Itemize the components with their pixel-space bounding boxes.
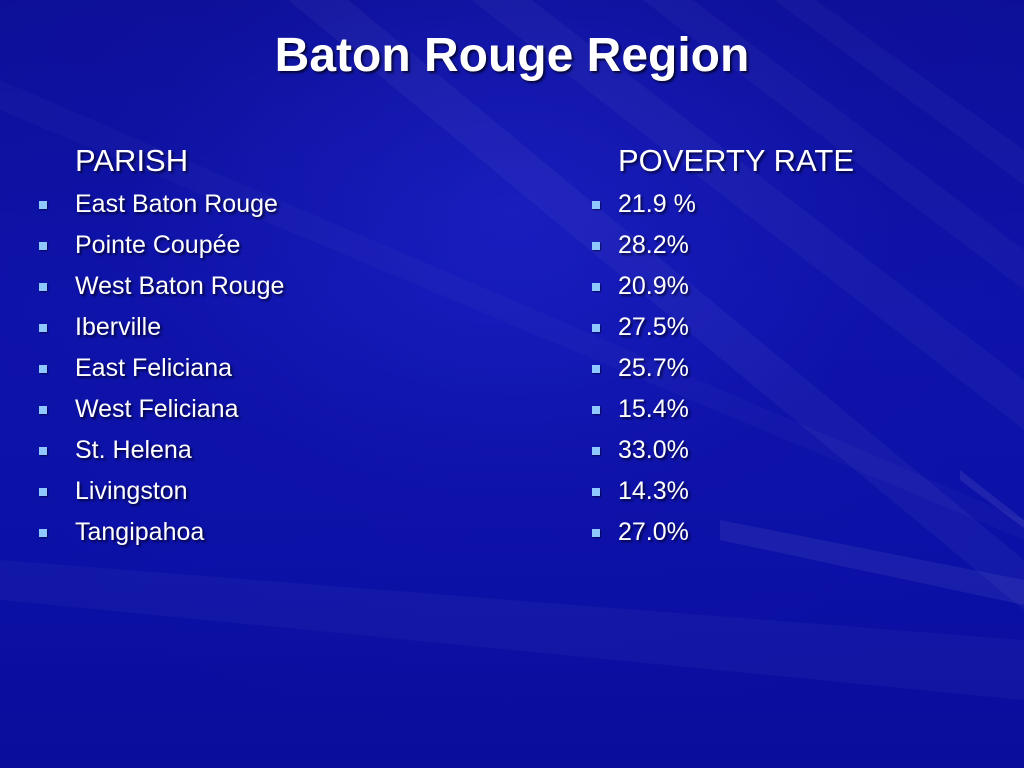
square-bullet-icon bbox=[592, 201, 600, 209]
parish-name: West Baton Rouge bbox=[75, 272, 285, 300]
square-bullet-icon bbox=[39, 242, 47, 250]
square-bullet-icon bbox=[592, 283, 600, 291]
poverty-rate: 14.3% bbox=[618, 477, 689, 505]
parish-item: East Baton Rouge bbox=[34, 184, 514, 225]
parish-name: Tangipahoa bbox=[75, 518, 205, 546]
poverty-header: POVERTY RATE bbox=[618, 143, 855, 178]
poverty-item: 20.9% bbox=[588, 266, 988, 307]
parish-item: West Feliciana bbox=[34, 389, 514, 430]
parish-item: Livingston bbox=[34, 471, 514, 512]
square-bullet-icon bbox=[592, 529, 600, 537]
square-bullet-icon bbox=[39, 324, 47, 332]
poverty-item: 28.2% bbox=[588, 225, 988, 266]
parish-name: St. Helena bbox=[75, 436, 192, 464]
square-bullet-icon bbox=[592, 365, 600, 373]
square-bullet-icon bbox=[592, 447, 600, 455]
parish-item: Pointe Coupée bbox=[34, 225, 514, 266]
poverty-item: 25.7% bbox=[588, 348, 988, 389]
poverty-item: 21.9 % bbox=[588, 184, 988, 225]
parish-name: Livingston bbox=[75, 477, 188, 505]
square-bullet-icon bbox=[592, 242, 600, 250]
parish-column: PARISH East Baton Rouge Pointe Coupée We… bbox=[34, 138, 514, 553]
parish-name: East Feliciana bbox=[75, 354, 233, 382]
square-bullet-icon bbox=[39, 447, 47, 455]
poverty-rate: 20.9% bbox=[618, 272, 689, 300]
square-bullet-icon bbox=[592, 406, 600, 414]
poverty-rate: 27.0% bbox=[618, 518, 689, 546]
poverty-item: 15.4% bbox=[588, 389, 988, 430]
parish-header: PARISH bbox=[75, 143, 189, 178]
parish-item: Tangipahoa bbox=[34, 512, 514, 553]
poverty-rate: 27.5% bbox=[618, 313, 689, 341]
poverty-rate: 21.9 % bbox=[618, 190, 696, 218]
poverty-rate: 25.7% bbox=[618, 354, 689, 382]
poverty-item: 27.5% bbox=[588, 307, 988, 348]
square-bullet-icon bbox=[592, 488, 600, 496]
slide-title: Baton Rouge Region bbox=[274, 29, 750, 82]
poverty-rate: 33.0% bbox=[618, 436, 689, 464]
parish-name: Pointe Coupée bbox=[75, 231, 241, 259]
poverty-list: 21.9 % 28.2% 20.9% 27.5% 25.7% 15.4% 33.… bbox=[588, 184, 988, 553]
square-bullet-icon bbox=[39, 283, 47, 291]
poverty-rate: 28.2% bbox=[618, 231, 689, 259]
poverty-item: 14.3% bbox=[588, 471, 988, 512]
square-bullet-icon bbox=[39, 365, 47, 373]
square-bullet-icon bbox=[39, 488, 47, 496]
poverty-column: POVERTY RATE 21.9 % 28.2% 20.9% 27.5% 25… bbox=[588, 138, 988, 553]
parish-item: Iberville bbox=[34, 307, 514, 348]
parish-name: West Feliciana bbox=[75, 395, 239, 423]
parish-list: East Baton Rouge Pointe Coupée West Bato… bbox=[34, 184, 514, 553]
square-bullet-icon bbox=[39, 201, 47, 209]
square-bullet-icon bbox=[592, 324, 600, 332]
poverty-item: 27.0% bbox=[588, 512, 988, 553]
square-bullet-icon bbox=[39, 406, 47, 414]
parish-item: St. Helena bbox=[34, 430, 514, 471]
poverty-item: 33.0% bbox=[588, 430, 988, 471]
poverty-rate: 15.4% bbox=[618, 395, 689, 423]
parish-name: Iberville bbox=[75, 313, 162, 341]
parish-item: East Feliciana bbox=[34, 348, 514, 389]
parish-item: West Baton Rouge bbox=[34, 266, 514, 307]
parish-name: East Baton Rouge bbox=[75, 190, 278, 218]
square-bullet-icon bbox=[39, 529, 47, 537]
